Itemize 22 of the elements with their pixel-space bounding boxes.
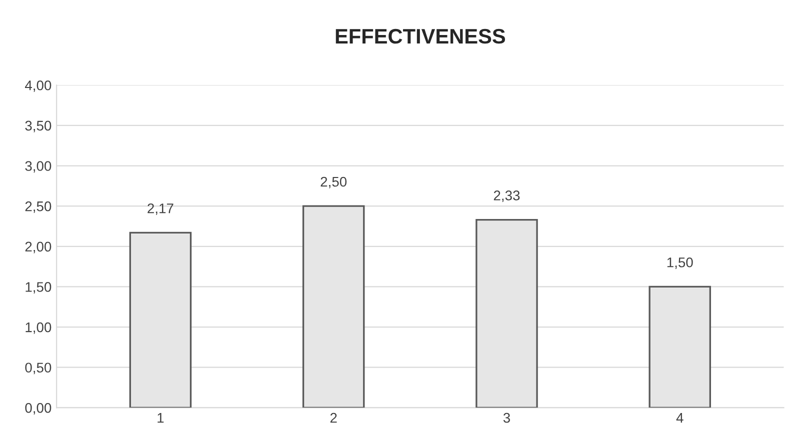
data-label: 2,33 — [494, 190, 520, 202]
bar — [129, 232, 192, 408]
bar — [302, 205, 365, 408]
y-tick-label: 0,00 — [25, 403, 52, 414]
x-tick-label: 3 — [503, 412, 510, 423]
data-label: 2,50 — [320, 176, 347, 188]
bar — [476, 218, 538, 408]
bar — [648, 286, 712, 408]
x-tick-label: 4 — [676, 413, 684, 423]
data-label: 2,17 — [148, 203, 174, 215]
chart-title: EFFECTIVENESS — [336, 28, 506, 44]
x-tick-label: 1 — [158, 413, 164, 423]
y-tick-label: 3,50 — [25, 120, 52, 132]
y-tick-label: 2,00 — [25, 242, 52, 254]
x-tick-label: 2 — [330, 412, 337, 423]
y-tick-label: 2,50 — [25, 201, 52, 213]
y-tick-label: 3,00 — [25, 161, 52, 173]
y-tick-label: 1,00 — [26, 322, 52, 334]
data-label: 1,50 — [667, 257, 693, 269]
y-tick-label: 1,50 — [26, 282, 52, 294]
y-tick-label: 0,50 — [25, 362, 52, 374]
y-tick-label: 4,00 — [24, 80, 52, 92]
